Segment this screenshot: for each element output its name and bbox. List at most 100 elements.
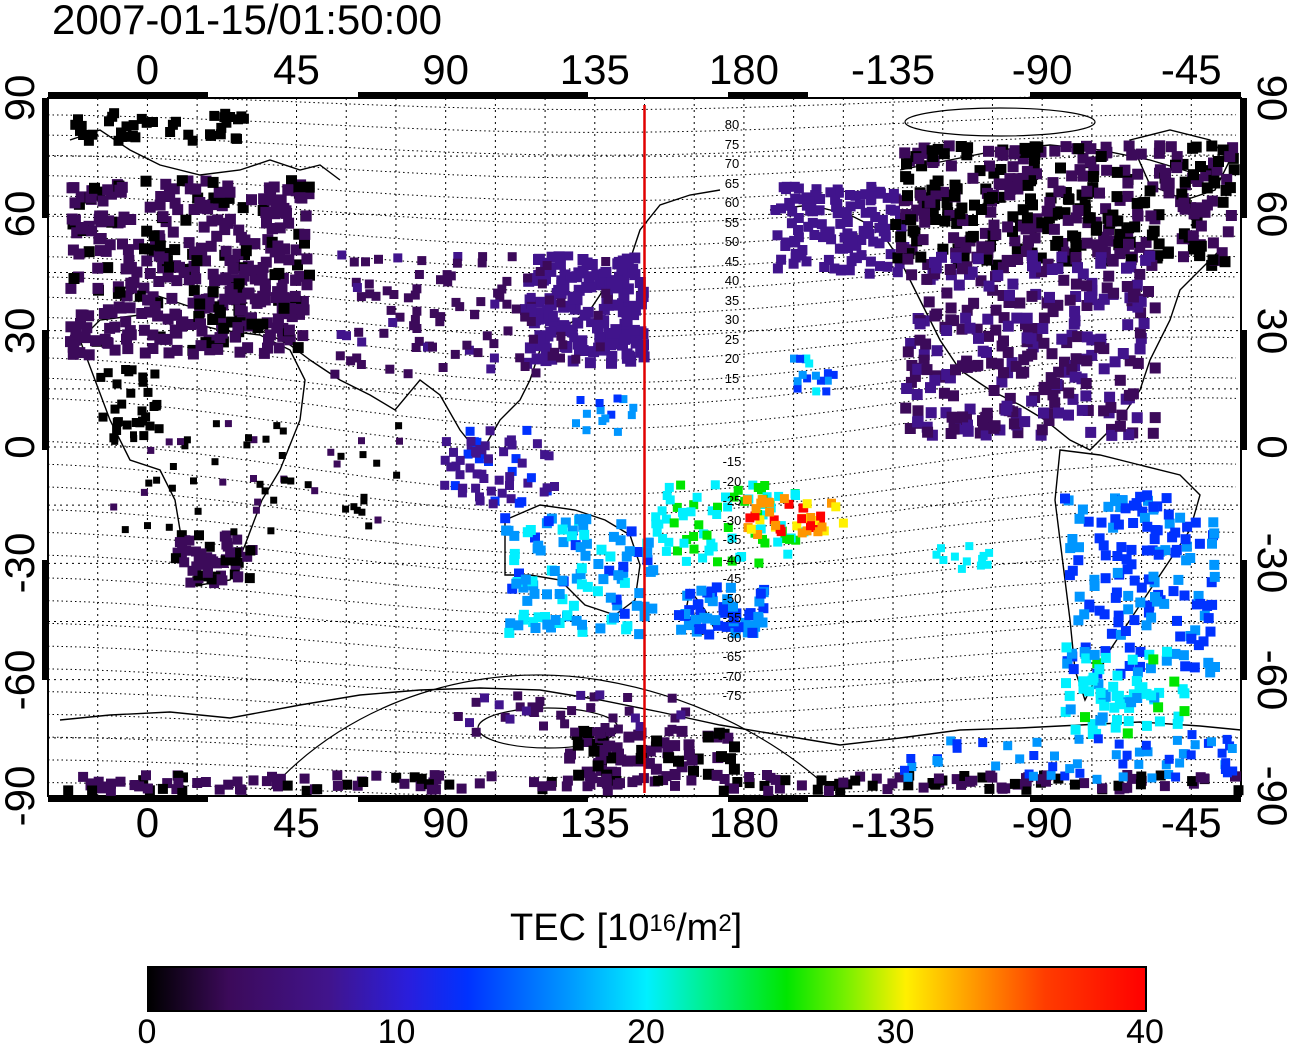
tec-cell	[1206, 140, 1218, 152]
tec-cell	[147, 343, 159, 354]
tec-cell	[1148, 654, 1159, 665]
contour-label: -45	[722, 571, 742, 586]
tec-cell	[1153, 549, 1164, 560]
tec-cell	[750, 511, 760, 521]
tec-cell	[97, 195, 109, 207]
tec-cell	[957, 411, 969, 423]
tec-cell	[919, 216, 931, 228]
tec-cell	[903, 780, 914, 791]
tec-cell	[1092, 658, 1103, 669]
tec-cell	[141, 117, 152, 128]
tec-cell	[621, 755, 633, 767]
tec-cell	[1054, 186, 1066, 198]
tec-cell	[1050, 751, 1059, 761]
tec-cell	[1222, 734, 1232, 744]
tec-cell	[772, 230, 783, 241]
tec-cell	[478, 252, 488, 262]
tec-cell	[918, 782, 929, 793]
tec-cell	[621, 551, 632, 562]
tec-cell	[983, 241, 995, 253]
tec-cell	[571, 615, 582, 626]
tec-cell	[386, 305, 396, 315]
tec-cell	[216, 317, 228, 329]
tec-cell	[664, 482, 674, 492]
magnetic-latitude-contour	[47, 316, 1237, 361]
tec-cell	[1008, 418, 1020, 430]
tec-cell	[167, 119, 178, 130]
tec-cell	[591, 738, 603, 750]
tec-cell	[969, 360, 981, 372]
tec-cell	[206, 574, 217, 585]
tec-cell	[1142, 490, 1153, 501]
lat-tick-label: -60	[0, 649, 43, 711]
tec-cell	[537, 279, 547, 289]
tec-cell	[619, 577, 630, 588]
tec-cell	[810, 190, 821, 201]
tec-cell	[631, 600, 642, 611]
tec-cell	[290, 244, 302, 256]
magnetic-latitude-contour	[47, 174, 1237, 202]
tec-cell	[669, 518, 679, 528]
tec-cell	[924, 196, 936, 208]
tec-cell	[865, 195, 876, 206]
tec-cell	[667, 693, 677, 703]
tec-cell	[864, 228, 875, 239]
tec-cell	[1011, 312, 1023, 324]
tec-cell	[229, 293, 240, 305]
tec-cell	[556, 331, 566, 341]
tec-cell	[635, 292, 647, 303]
tec-cell	[1135, 307, 1147, 319]
tec-cell	[771, 520, 781, 530]
tec-cell	[779, 494, 789, 504]
tec-cell	[1070, 253, 1082, 265]
tec-cell	[838, 518, 848, 528]
tec-cell	[532, 439, 542, 449]
tec-cell	[464, 345, 474, 355]
tec-cell	[953, 279, 965, 291]
tec-cell	[474, 778, 485, 789]
tec-cell	[1101, 235, 1112, 247]
tec-cell	[1193, 640, 1204, 651]
tec-cell	[1163, 187, 1175, 199]
tec-cell	[110, 404, 120, 414]
tec-cell	[518, 582, 529, 593]
tec-cell	[629, 269, 641, 281]
tec-cell	[180, 214, 192, 226]
tec-cell	[1029, 141, 1041, 153]
tec-cell	[780, 241, 791, 251]
tec-cell	[1179, 176, 1191, 188]
tec-cell	[429, 309, 439, 318]
tec-cell	[511, 454, 521, 464]
tec-cell	[1049, 377, 1060, 389]
tec-cell	[179, 557, 190, 568]
tec-cell	[574, 514, 585, 525]
tec-cell	[455, 470, 465, 480]
tec-cell	[106, 778, 116, 789]
tec-cell	[87, 129, 98, 140]
tec-cell	[1104, 391, 1116, 403]
tec-cell	[371, 770, 382, 781]
tec-cell	[988, 385, 1000, 396]
tec-cell	[594, 331, 606, 343]
tec-cell	[1051, 208, 1063, 220]
tec-cell	[977, 345, 989, 357]
tec-cell	[187, 297, 199, 309]
tec-cell	[1020, 246, 1032, 257]
tec-cell	[138, 372, 148, 382]
tec-cell	[1161, 760, 1171, 770]
tec-cell	[273, 422, 281, 430]
tec-cell	[1053, 407, 1064, 419]
tec-cell	[613, 570, 624, 581]
tec-cell	[582, 306, 594, 318]
tec-cell	[1005, 256, 1016, 267]
tec-cell	[1178, 251, 1189, 263]
tec-cell	[816, 775, 827, 786]
tec-cell	[162, 313, 174, 325]
tec-cell	[1181, 541, 1192, 552]
tec-cell	[568, 600, 579, 611]
tec-cell	[194, 197, 206, 208]
tec-cell	[161, 333, 173, 345]
colorbar-tick-label: 30	[876, 1013, 915, 1051]
tec-cell	[823, 785, 834, 796]
tec-cell	[1194, 538, 1205, 549]
